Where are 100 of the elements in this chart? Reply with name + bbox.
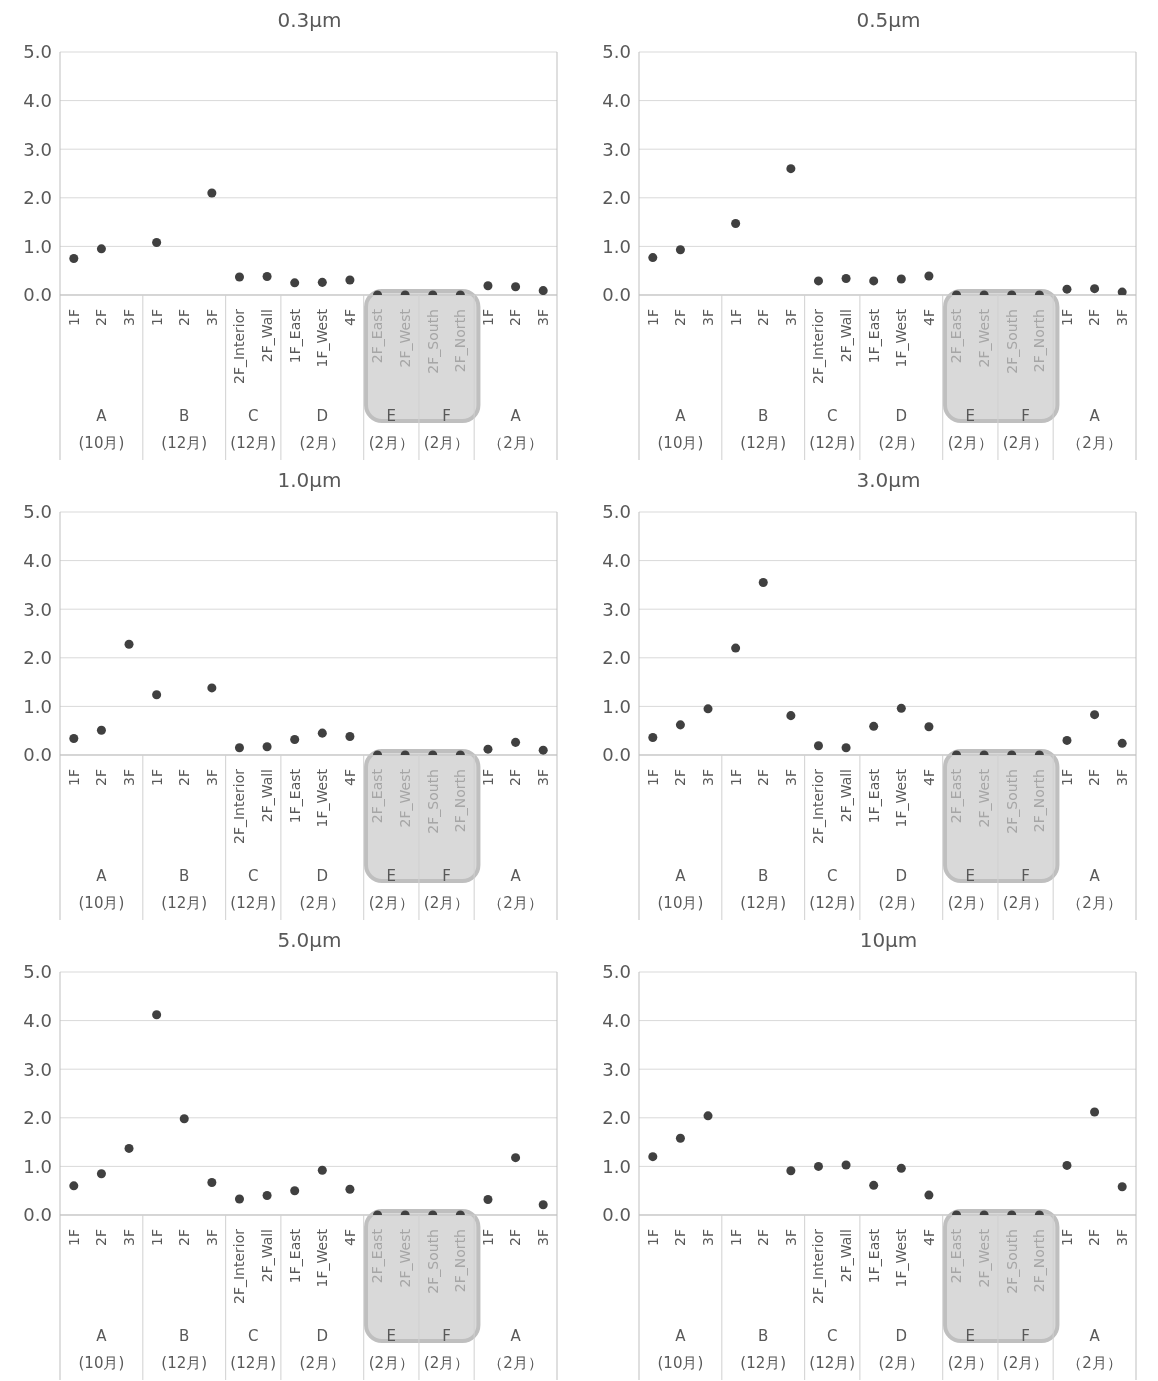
x-tick-label: 2F: [1086, 769, 1103, 786]
x-tick-label: 3F: [699, 769, 716, 786]
x-tick-label: 4F: [920, 769, 937, 786]
point: [786, 711, 796, 721]
x-tick-label: 1F_East: [286, 1228, 303, 1284]
x-tick-label: 2F_Interior: [231, 1228, 248, 1305]
x-tick-label: 3F: [1114, 769, 1131, 786]
text: D (2月）: [298, 1326, 346, 1374]
x-tick-label: 2F: [672, 769, 689, 786]
x-tick-label: 3F: [782, 309, 799, 326]
x-tick-label: 2F_Wall: [837, 309, 854, 363]
chart-title: 10μm: [858, 927, 919, 954]
y-tick-label: 2.0: [23, 1107, 52, 1129]
y-tick-label: 3.0: [23, 1058, 52, 1080]
chart-title: 3.0μm: [855, 467, 922, 494]
x-tick-label: 1F: [1058, 309, 1075, 326]
point: [896, 703, 906, 713]
x-tick-label: 2F: [1086, 309, 1103, 326]
point: [1117, 738, 1127, 748]
text: C (12月): [229, 406, 278, 454]
point: [1062, 735, 1072, 745]
point: [345, 1184, 355, 1194]
x-tick-label: 2F_Interior: [231, 308, 248, 385]
y-tick-label: 3.0: [23, 138, 52, 160]
text: E (2月）: [367, 866, 416, 914]
x-tick-label: 1F_East: [286, 308, 303, 364]
x-tick-label: 3F: [782, 769, 799, 786]
x-tick-label: 1F: [644, 1229, 661, 1246]
y-tick-label: 4.0: [602, 1009, 631, 1031]
y-tick-label: 0.0: [23, 1204, 52, 1226]
x-tick-label: 1F: [1058, 1229, 1075, 1246]
point: [96, 244, 106, 254]
point: [813, 1161, 823, 1171]
x-tick-label: 2F: [176, 1229, 193, 1246]
text: B (12月): [160, 1326, 209, 1374]
point: [96, 1169, 106, 1179]
point: [1090, 1107, 1100, 1117]
point: [234, 743, 244, 753]
x-tick-label: 1F_West: [893, 308, 910, 368]
x-tick-label: 1F: [1058, 769, 1075, 786]
x-tick-label: 3F: [782, 1229, 799, 1246]
y-tick-label: 1.0: [602, 695, 631, 717]
point: [234, 1194, 244, 1204]
point: [731, 643, 741, 653]
y-tick-label: 3.0: [602, 138, 631, 160]
x-tick-label: 1F_West: [314, 768, 331, 828]
y-tick-label: 0.0: [23, 284, 52, 306]
point: [869, 1180, 879, 1190]
y-tick-label: 5.0: [23, 961, 52, 983]
point: [869, 721, 879, 731]
y-tick-label: 4.0: [23, 1009, 52, 1031]
point: [675, 1133, 685, 1143]
point: [1090, 710, 1100, 720]
x-tick-label: 1F: [479, 1229, 496, 1246]
x-tick-label: 2F: [755, 1229, 772, 1246]
y-tick-label: 4.0: [602, 549, 631, 571]
point: [538, 745, 548, 755]
point: [648, 253, 658, 263]
point: [841, 273, 851, 283]
point: [345, 732, 355, 742]
x-tick-label: 1F_East: [865, 1228, 882, 1284]
x-tick-label: 3F: [535, 309, 552, 326]
x-tick-label: 2F: [672, 1229, 689, 1246]
text: E (2月）: [946, 866, 995, 914]
x-tick-label: 2F: [755, 309, 772, 326]
text: E (2月）: [946, 1326, 995, 1374]
point: [648, 733, 658, 743]
x-tick-label: 2F: [672, 309, 689, 326]
text: A (10月): [656, 406, 705, 454]
point: [152, 690, 162, 700]
text: E (2月）: [367, 1326, 416, 1374]
point: [69, 1181, 79, 1191]
y-tick-label: 5.0: [23, 501, 52, 523]
x-tick-label: 2F_Wall: [258, 769, 275, 823]
x-tick-label: 4F: [341, 769, 358, 786]
x-tick-label: 3F: [203, 1229, 220, 1246]
point: [69, 254, 79, 264]
x-tick-label: 1F_East: [286, 768, 303, 824]
text: A (10月): [77, 866, 126, 914]
text: B (12月): [160, 406, 209, 454]
chart-title: 0.3μm: [276, 7, 343, 34]
point: [96, 725, 106, 735]
y-tick-label: 2.0: [602, 1107, 631, 1129]
text: A (10月): [77, 406, 126, 454]
x-tick-label: 2F: [507, 309, 524, 326]
x-tick-label: 1F: [479, 309, 496, 326]
text: B (12月): [739, 1326, 788, 1374]
y-tick-label: 5.0: [602, 961, 631, 983]
x-tick-label: 1F: [644, 309, 661, 326]
point: [207, 1177, 217, 1187]
point: [648, 1152, 658, 1162]
x-tick-label: 2F: [755, 769, 772, 786]
point: [1117, 287, 1127, 295]
x-tick-label: 3F: [120, 1229, 137, 1246]
point: [483, 1194, 493, 1204]
y-tick-label: 0.0: [602, 744, 631, 766]
x-tick-label: 1F_East: [865, 308, 882, 364]
text: A （2月）: [1066, 1326, 1123, 1374]
y-tick-label: 1.0: [602, 235, 631, 257]
text: F (2月）: [422, 406, 471, 454]
